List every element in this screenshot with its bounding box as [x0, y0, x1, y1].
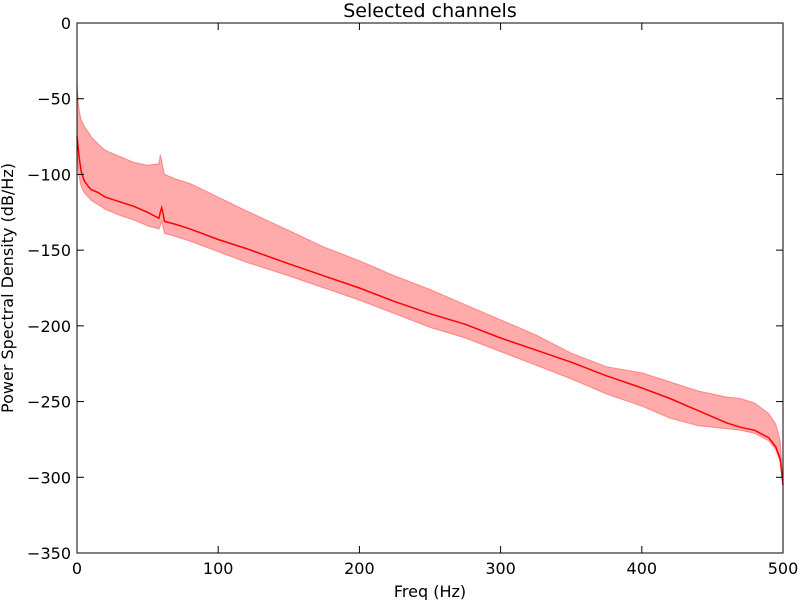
chart-title: Selected channels [343, 0, 517, 22]
y-tick-label: −300 [27, 468, 71, 487]
x-tick-label: 500 [768, 559, 799, 578]
x-tick-label: 0 [72, 559, 82, 578]
y-axis-label: Power Spectral Density (dB/Hz) [0, 163, 17, 413]
y-tick-label: −350 [27, 544, 71, 563]
x-axis-label: Freq (Hz) [394, 582, 466, 600]
y-tick-label: −100 [27, 165, 71, 184]
plot-frame [76, 22, 784, 554]
y-tick-label: 0 [61, 14, 71, 33]
y-tick-label: −200 [27, 317, 71, 336]
y-tick-label: −250 [27, 393, 71, 412]
x-tick-label: 300 [485, 559, 516, 578]
y-tick-label: −50 [37, 90, 71, 109]
x-tick-label: 200 [344, 559, 375, 578]
y-axis-ticks: 0 −50 −100 −150 −200 −250 −300 −350 [27, 14, 783, 563]
x-tick-label: 400 [627, 559, 658, 578]
psd-mean-line [76, 136, 784, 485]
y-tick-label: −150 [27, 241, 71, 260]
x-tick-label: 100 [203, 559, 234, 578]
